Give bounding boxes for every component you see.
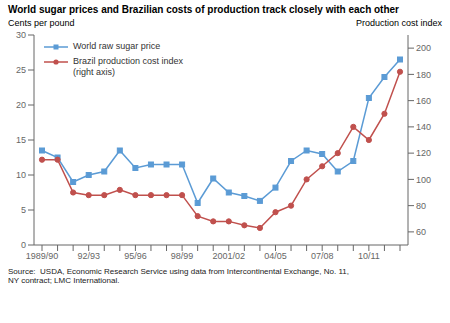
svg-text:1989/90: 1989/90 (26, 251, 59, 261)
html-text:World raw sugar price: World raw sugar price (73, 40, 161, 51)
svg-text:180: 180 (416, 69, 431, 79)
html-text:Cents per pound: Cents per pound (8, 18, 75, 28)
html-text:World sugar prices and Brazili: World sugar prices and Brazilian costs o… (8, 4, 399, 15)
svg-text:07/08: 07/08 (311, 251, 334, 261)
svg-text:160: 160 (416, 96, 431, 106)
svg-text:20: 20 (16, 100, 26, 110)
html-text:Production cost index: Production cost index (355, 18, 442, 28)
svg-text:10: 10 (16, 170, 26, 180)
svg-text:25: 25 (16, 65, 26, 75)
svg-text:140: 140 (416, 122, 431, 132)
svg-text:5: 5 (21, 205, 26, 215)
svg-text:10/11: 10/11 (358, 251, 380, 261)
svg-text:2001/02: 2001/02 (213, 251, 246, 261)
svg-text:120: 120 (416, 148, 431, 158)
svg-text:0: 0 (21, 240, 26, 250)
svg-text:80: 80 (416, 201, 426, 211)
svg-text:98/99: 98/99 (171, 251, 194, 261)
svg-text:200: 200 (416, 43, 431, 53)
svg-text:15: 15 (16, 135, 26, 145)
svg-text:100: 100 (416, 174, 431, 184)
html-text:Brazil production cost index (: Brazil production cost index (right axis… (73, 55, 184, 77)
svg-text:95/96: 95/96 (124, 251, 147, 261)
svg-text:04/05: 04/05 (264, 251, 287, 261)
svg-text:30: 30 (16, 30, 26, 40)
html-text:Source: USDA, Economic Researc: Source: USDA, Economic Research Service … (8, 266, 349, 286)
svg-text:60: 60 (416, 227, 426, 237)
svg-text:92/93: 92/93 (77, 251, 100, 261)
